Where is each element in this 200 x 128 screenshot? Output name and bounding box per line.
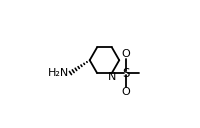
Text: O: O [122,87,131,97]
Text: O: O [122,49,131,59]
Text: S: S [122,67,130,79]
Text: N: N [108,72,117,82]
Text: H₂N: H₂N [48,68,69,78]
